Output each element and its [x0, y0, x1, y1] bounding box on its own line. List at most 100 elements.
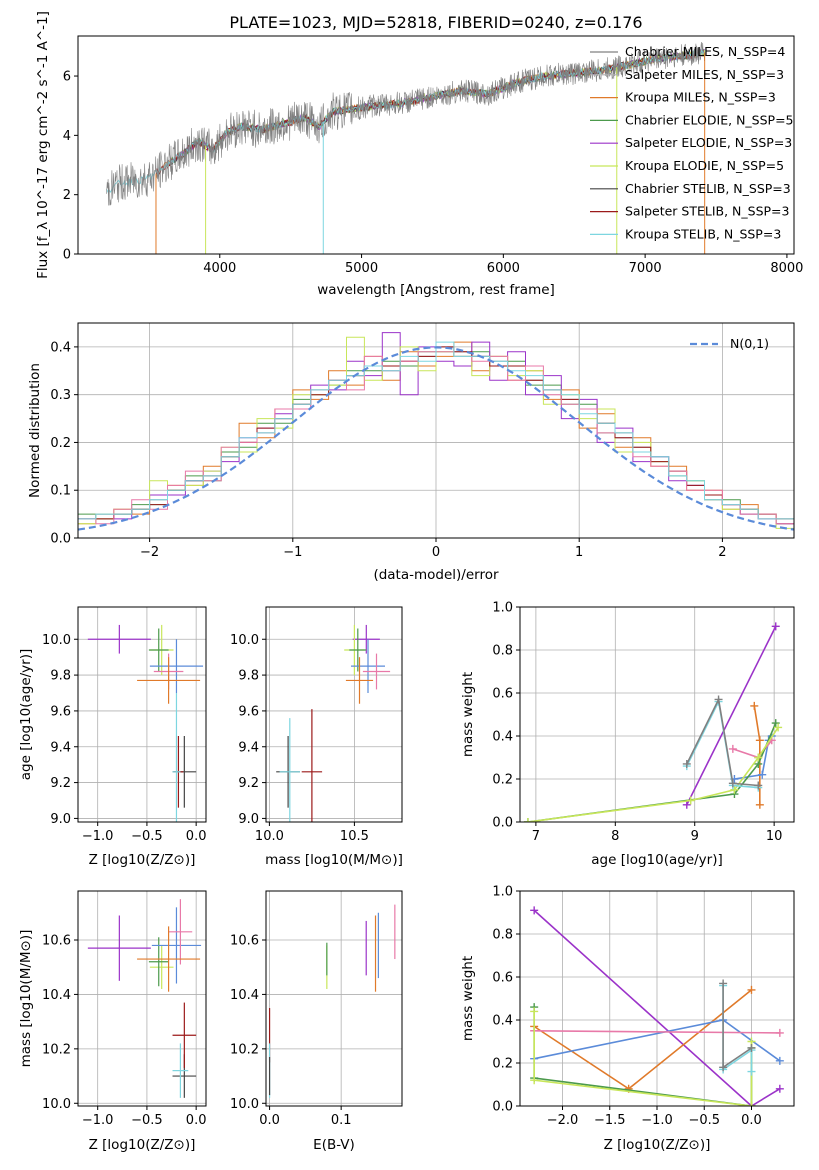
weight-line	[734, 735, 773, 780]
x-tick-label: 7000	[629, 261, 662, 276]
y-tick-label: 9.6	[50, 704, 71, 719]
plot-area	[78, 607, 206, 822]
normal-curve	[78, 346, 794, 531]
weight-marker	[755, 736, 764, 745]
y-tick-label: 0.0	[492, 1100, 513, 1115]
legend-label: Kroupa MILES, N_SSP=3	[625, 90, 776, 105]
x-tick-label: 0.0	[741, 1113, 762, 1128]
x-tick-label: −2	[140, 545, 159, 560]
weight-marker	[775, 1028, 784, 1037]
y-tick-label: 10.6	[42, 933, 71, 948]
x-tick-label: 10	[766, 829, 783, 844]
x-axis-label: Z [log10(Z/Z⊙)]	[604, 1137, 711, 1153]
weight-marker	[750, 701, 759, 710]
model-spectrum	[155, 49, 704, 176]
y-tick-label: 4	[63, 129, 71, 144]
x-tick-label: 0.0	[259, 1113, 280, 1128]
legend-label: Kroupa STELIB, N_SSP=3	[625, 226, 781, 241]
histogram	[78, 341, 794, 538]
y-tick-label: 0.3	[50, 388, 71, 403]
y-tick-label: 0.8	[492, 928, 513, 943]
x-tick-label: 5000	[345, 261, 378, 276]
y-tick-label: 10.0	[42, 1097, 71, 1112]
legend-label: Chabrier ELODIE, N_SSP=5	[625, 112, 794, 127]
panel-3: −1.0 −0.5 0.0 9.0 9.2 9.4 9.6 9.8 10.0 Z [log10(Z…	[18, 606, 207, 868]
weight-line	[527, 726, 779, 822]
x-tick-label: −0.5	[131, 1113, 163, 1128]
legend-label: Kroupa ELODIE, N_SSP=5	[625, 158, 784, 173]
x-tick-label: −2.0	[547, 1113, 579, 1128]
x-tick-label: −0.5	[131, 829, 163, 844]
legend-label: Chabrier MILES, N_SSP=4	[625, 44, 785, 59]
x-axis-label: mass [log10(M/M⊙)]	[265, 852, 403, 868]
weight-line	[722, 983, 752, 1069]
x-tick-label: 8	[611, 829, 619, 844]
y-tick-label: 0.1	[50, 484, 71, 499]
x-axis-label: age [log10(age/yr)]	[591, 852, 723, 868]
y-tick-label: 10.4	[42, 988, 71, 1003]
y-tick-label: 9.8	[50, 669, 71, 684]
weight-marker	[728, 779, 737, 788]
x-tick-label: 9	[691, 829, 699, 844]
y-tick-label: 0.8	[492, 644, 513, 659]
weight-marker	[747, 1067, 756, 1076]
x-tick-label: 6000	[487, 261, 520, 276]
weight-marker	[774, 723, 783, 732]
axes-frame	[265, 890, 403, 1107]
weight-line	[722, 985, 753, 1072]
y-tick-label: 9.6	[238, 704, 259, 719]
weight-marker	[523, 818, 532, 822]
y-tick-label: 9.8	[238, 669, 259, 684]
legend-label: Chabrier STELIB, N_SSP=3	[625, 181, 791, 196]
y-tick-label: 0.2	[492, 1057, 513, 1072]
x-tick-label: 10.5	[340, 829, 369, 844]
weight-line	[686, 626, 777, 806]
x-axis-label: E(B-V)	[313, 1137, 355, 1153]
plot-area	[78, 323, 794, 538]
weight-marker	[747, 985, 756, 994]
y-tick-label: 9.2	[238, 776, 259, 791]
axes-frame	[265, 606, 403, 823]
y-tick-label: 0.0	[50, 532, 71, 547]
panel-5: 7 8 9 10 0.0 0.2 0.4 0.6 0.8 1.0 age [log10(age/yr…	[460, 601, 795, 868]
weight-line	[686, 699, 759, 789]
x-tick-label: 8000	[770, 261, 803, 276]
x-tick-label: 0	[432, 545, 440, 560]
weight-marker	[747, 1102, 756, 1106]
axes-frame	[519, 606, 795, 823]
weight-marker	[758, 770, 767, 779]
weight-marker	[682, 759, 691, 768]
y-tick-label: 9.4	[50, 740, 71, 755]
y-tick-label: 0.4	[492, 1014, 513, 1029]
plot-area	[106, 41, 706, 254]
y-tick-label: 0.0	[492, 816, 513, 831]
weight-marker	[530, 1007, 539, 1016]
panel-2: −2 −1 0 1 2 0.0 0.1 0.2 0.3 0.4 (data-model)/error…	[27, 322, 795, 583]
chart-title: PLATE=1023, MJD=52818, FIBERID=0240, z=0…	[229, 13, 642, 32]
weight-marker	[775, 1056, 784, 1065]
weight-marker	[755, 800, 764, 809]
plot-area	[266, 891, 402, 1106]
x-tick-label: −1.0	[641, 1113, 673, 1128]
y-tick-label: 10.0	[42, 633, 71, 648]
panel-1: 4000 5000 6000 7000 8000 0 2 4 6 PLATE=1023, MJD=…	[35, 11, 803, 298]
y-tick-label: 1.0	[492, 885, 513, 900]
panel-6: −1.0 −0.5 0.0 10.0 10.2 10.4 10.6 Z [log10(Z/Z⊙…	[18, 890, 207, 1153]
plot-area	[266, 607, 402, 822]
weight-line	[686, 696, 759, 787]
y-tick-label: 9.2	[50, 776, 71, 791]
axes-frame	[77, 35, 795, 255]
x-axis-label: (data-model)/error	[373, 567, 499, 583]
plot-area	[520, 607, 794, 822]
y-tick-label: 2	[63, 188, 71, 203]
panel-4: 10.0 10.5 9.0 9.2 9.4 9.6 9.8 10.0 mass [log10(M…	[230, 606, 403, 868]
weight-line	[534, 1030, 780, 1034]
y-tick-label: 9.0	[238, 812, 259, 827]
weight-marker	[747, 1043, 756, 1052]
y-tick-label: 0.4	[50, 340, 71, 355]
y-tick-label: 0.2	[492, 773, 513, 788]
weight-marker	[771, 719, 780, 728]
x-tick-label: 0.0	[186, 829, 207, 844]
plot-area	[78, 891, 206, 1106]
y-axis-label: mass weight	[460, 672, 476, 757]
